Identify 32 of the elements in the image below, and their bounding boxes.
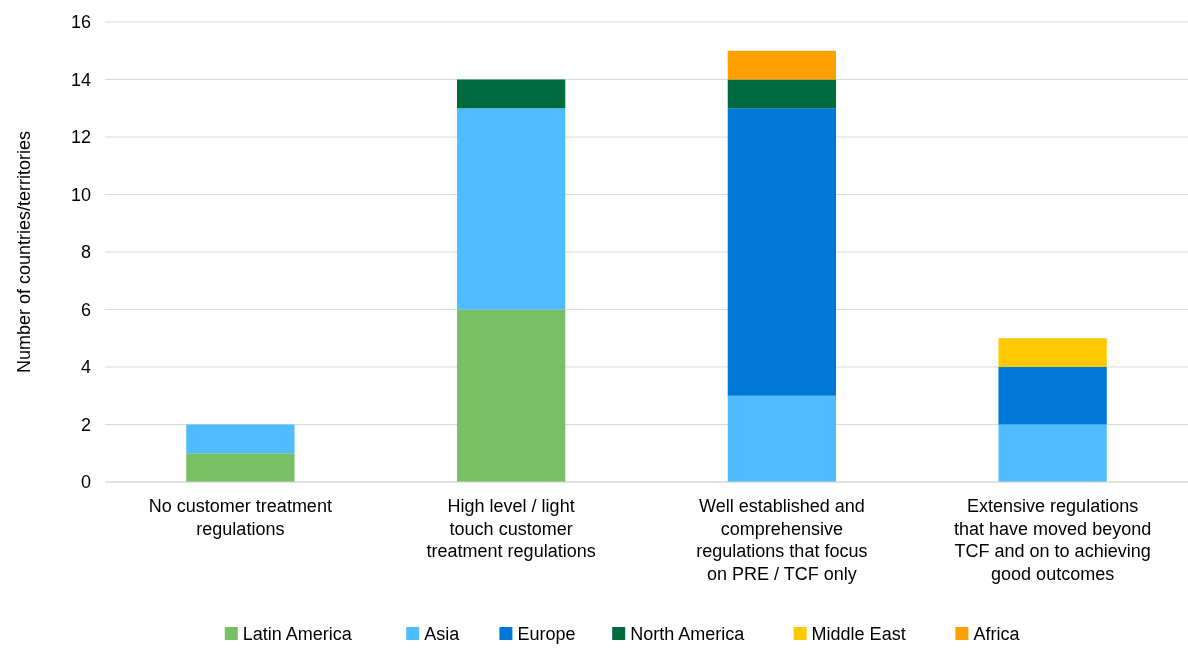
y-tick-label: 8 [80, 242, 91, 263]
legend-label: Asia [424, 624, 461, 644]
legend-label: North America [630, 624, 746, 644]
x-tick-label: Extensive regulations that have moved beyond TCF and on to achieving good outcomes [954, 496, 1152, 584]
bar [727, 79, 837, 109]
y-axis-title: Number of countries/territories [14, 130, 34, 374]
y-tick-label: 14 [70, 69, 91, 90]
bar [998, 367, 1107, 425]
legend-label: Africa [973, 624, 1021, 644]
bar [186, 424, 295, 454]
y-tick-label: 4 [80, 357, 91, 378]
y-tick-label: 0 [80, 472, 91, 493]
legend-label: Latin America [242, 624, 353, 644]
x-tick-label: Well established and comprehensive regulations that focus on PRE / TCF only [696, 496, 868, 584]
bar [998, 424, 1107, 482]
bar [727, 395, 837, 482]
bar [186, 453, 295, 482]
bar [998, 338, 1107, 367]
y-tick-label: 6 [80, 299, 91, 320]
y-tick-label: 2 [80, 414, 91, 435]
bar [456, 108, 566, 310]
y-tick-label: 16 [70, 12, 91, 33]
bar [456, 79, 566, 109]
bar [456, 309, 566, 482]
y-tick-label: 12 [70, 127, 91, 148]
bar [727, 50, 837, 80]
y-tick-label: 10 [70, 184, 91, 205]
bar [727, 108, 837, 396]
x-tick-label: High level / light touch customer treatment regulations [426, 496, 596, 561]
legend-label: Europe [517, 624, 576, 644]
legend-label: Middle East [811, 624, 906, 644]
x-tick-label: No customer treatment regulations [148, 496, 332, 539]
